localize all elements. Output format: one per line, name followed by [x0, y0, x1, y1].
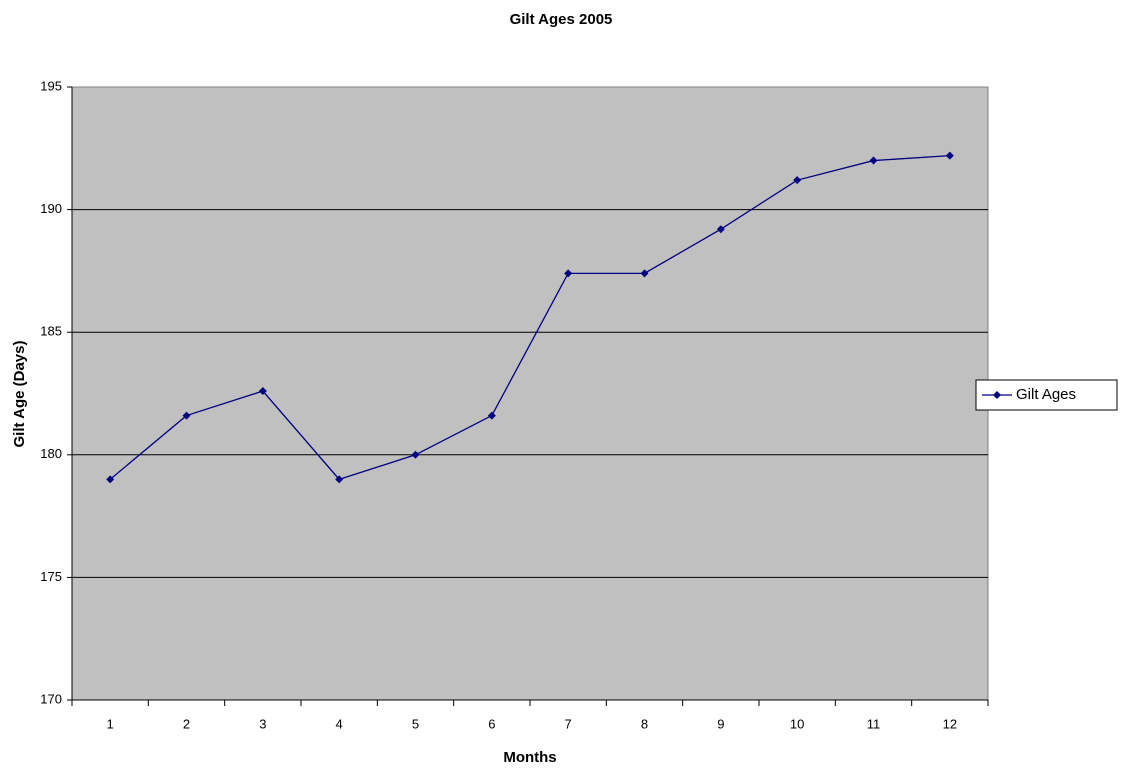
x-tick-label: 3: [259, 716, 266, 731]
x-tick-label: 12: [943, 716, 957, 731]
x-tick-label: 2: [183, 716, 190, 731]
data-point: [411, 450, 420, 459]
data-point: [258, 387, 267, 396]
data-point: [793, 176, 802, 185]
data-point: [564, 269, 573, 278]
y-tick-label: 180: [40, 446, 62, 461]
data-point: [335, 475, 344, 484]
legend-label: Gilt Ages: [1016, 386, 1076, 403]
y-tick-label: 190: [40, 201, 62, 216]
y-tick-label: 175: [40, 569, 62, 584]
y-axis-title: Gilt Age (Days): [11, 341, 28, 448]
data-point: [487, 411, 496, 420]
x-tick-label: 7: [565, 716, 572, 731]
data-point: [182, 411, 191, 420]
x-axis-title: Months: [503, 749, 556, 766]
data-point: [869, 156, 878, 165]
chart-title: Gilt Ages 2005: [510, 11, 613, 28]
data-point: [640, 269, 649, 278]
y-tick-label: 170: [40, 691, 62, 706]
data-point: [106, 475, 115, 484]
x-tick-label: 8: [641, 716, 648, 731]
x-tick-label: 5: [412, 716, 419, 731]
x-tick-label: 10: [790, 716, 804, 731]
x-tick-label: 1: [107, 716, 114, 731]
x-tick-label: 9: [717, 716, 724, 731]
data-point: [716, 225, 725, 234]
x-tick-label: 11: [867, 716, 881, 731]
data-point: [945, 151, 954, 160]
plot-area: [71, 86, 989, 701]
x-tick-label: 4: [336, 716, 343, 731]
x-tick-label: 6: [488, 716, 495, 731]
series-line: [109, 155, 950, 481]
y-tick-label: 195: [40, 78, 62, 93]
y-tick-label: 185: [40, 324, 62, 339]
legend-marker: [993, 391, 1001, 399]
